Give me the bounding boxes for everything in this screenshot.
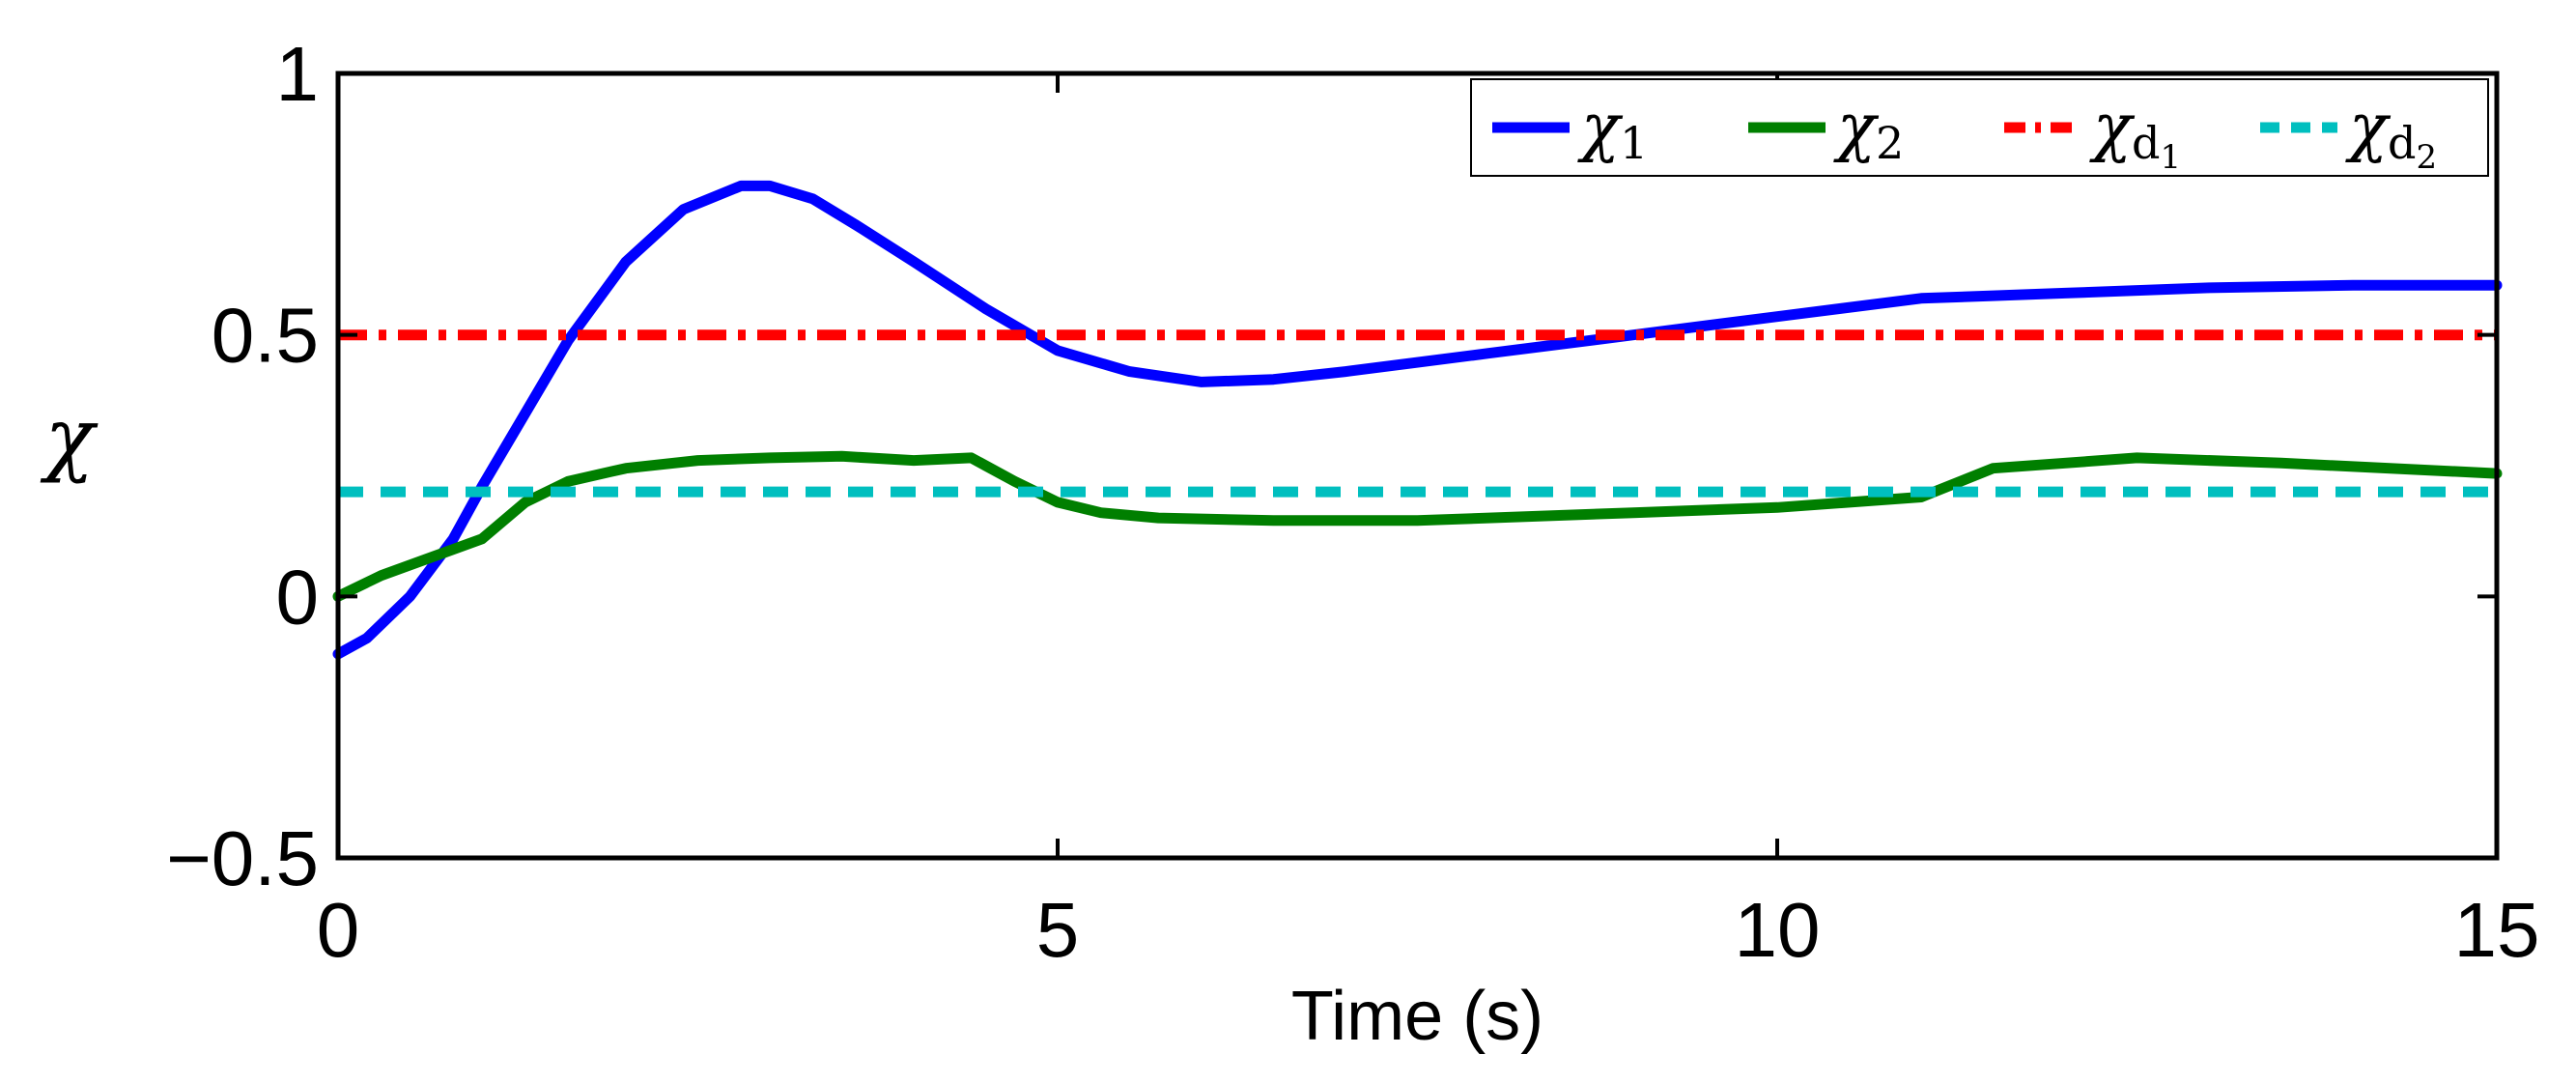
x-tick-label-3: 15 (2454, 887, 2540, 973)
legend-label-subscript-1: 1 (1620, 117, 1648, 169)
plot-frame (335, 71, 2500, 861)
x-axis-label: Time (s) (1291, 978, 1543, 1055)
legend-box (1470, 78, 2489, 177)
y-tick-label-1: 0 (276, 554, 320, 640)
legend-label-subscript-4: d (2388, 117, 2416, 169)
legend-label-subscript-3: d (2132, 117, 2160, 169)
y-axis-label: χ (41, 390, 99, 485)
ticks-layer: 0 5 10 15−0.500.51 (166, 31, 2539, 973)
y-tick-label-3: 1 (276, 31, 320, 117)
legend: χ1 χ2 χd1 χd2 (1470, 78, 2489, 177)
series-layer (332, 180, 2503, 660)
legend-label-1: χ1 (1577, 90, 1648, 169)
y-tick-label-0: −0.5 (166, 815, 319, 901)
x-tick-label-2: 10 (1735, 887, 1821, 973)
y-tick-label-2: 0.5 (212, 293, 319, 379)
legend-label-subscript-2: 2 (1876, 117, 1904, 169)
legend-label-subsubscript-3: 1 (2160, 138, 2181, 177)
series-line-1 (332, 180, 2503, 660)
x-tick-label-0: 0 (317, 887, 360, 973)
x-tick-label-1: 5 (1036, 887, 1080, 973)
legend-label-subsubscript-4: 2 (2416, 138, 2437, 177)
